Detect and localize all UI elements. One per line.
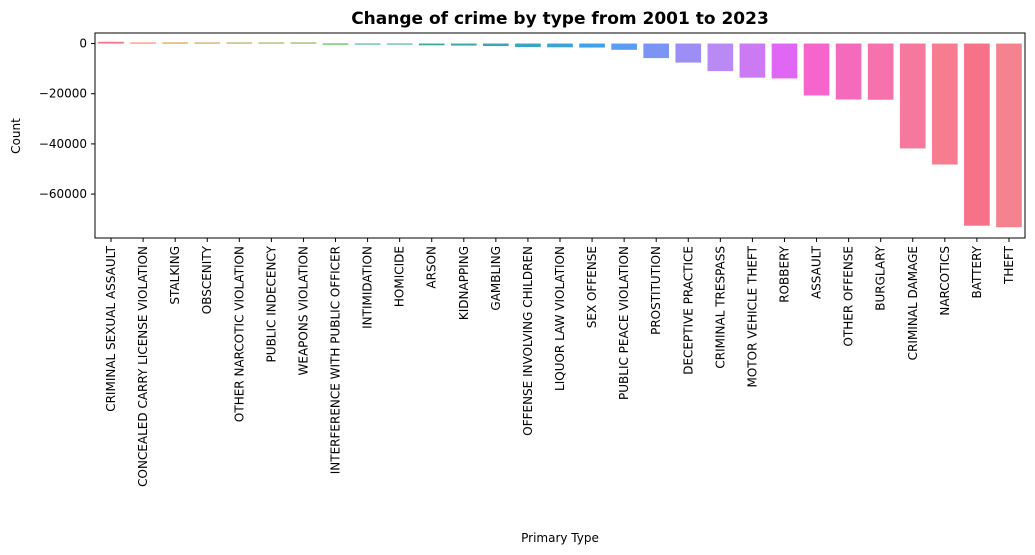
x-tick-label: LIQUOR LAW VIOLATION: [553, 246, 567, 391]
bar-kidnapping: [450, 43, 477, 46]
x-tick-label: WEAPONS VIOLATION: [296, 246, 310, 375]
bar-public-indecency: [258, 42, 285, 44]
x-tick-label: THEFT: [1002, 245, 1016, 285]
x-tick-label: PUBLIC PEACE VIOLATION: [617, 246, 631, 400]
x-tick-label: PROSTITUTION: [649, 246, 663, 335]
y-axis-ticks: 0 −20000 −40000 −60000: [39, 37, 95, 201]
x-tick-label: SEX OFFENSE: [585, 246, 599, 328]
bar-prostitution: [643, 43, 670, 59]
x-tick-label: CRIMINAL TRESPASS: [713, 246, 727, 369]
x-tick-label: BURGLARY: [874, 245, 888, 310]
y-tick-label: 0: [79, 37, 87, 51]
x-tick-label: STALKING: [168, 246, 182, 305]
x-tick-label: CRIMINAL SEXUAL ASSAULT: [104, 245, 118, 411]
x-axis-label: Primary Type: [521, 531, 599, 545]
x-tick-label: DECEPTIVE PRACTICE: [681, 246, 695, 375]
x-tick-label: OBSCENITY: [200, 245, 214, 314]
bar-criminal-damage: [899, 43, 926, 149]
x-tick-label: CRIMINAL DAMAGE: [906, 246, 920, 360]
x-tick-label: BATTERY: [970, 245, 984, 298]
bar-arson: [418, 43, 445, 46]
bar-assault: [803, 43, 830, 96]
x-tick-label: INTERFERENCE WITH PUBLIC OFFICER: [329, 246, 343, 474]
bar-burglary: [867, 43, 894, 100]
bar-offense-involving-children: [515, 43, 541, 48]
bar-sex-offense: [579, 43, 605, 48]
bar-homicide: [386, 43, 413, 45]
x-axis-ticks: CRIMINAL SEXUAL ASSAULT CONCEALED CARRY L…: [104, 238, 1016, 487]
x-tick-label: NARCOTICS: [938, 246, 952, 316]
chart-title: Change of crime by type from 2001 to 202…: [351, 9, 769, 29]
y-tick-label: −60000: [39, 187, 87, 201]
x-tick-label: PUBLIC INDECENCY: [264, 245, 278, 362]
x-tick-label: KIDNAPPING: [457, 246, 471, 320]
x-tick-label: ARSON: [425, 246, 439, 289]
bar-criminal-sexual-assault: [98, 41, 124, 44]
x-tick-label: HOMICIDE: [393, 246, 407, 307]
bar-public-peace-violation: [611, 43, 637, 50]
bar-other-narcotic-violation: [226, 42, 253, 44]
bar-intimidation: [354, 43, 381, 45]
x-tick-label: CONCEALED CARRY LICENSE VIOLATION: [136, 246, 150, 487]
bar-obscenity: [194, 42, 221, 44]
bar-robbery: [771, 43, 798, 79]
y-tick-label: −20000: [39, 87, 87, 101]
plot-frame: [94, 32, 1026, 239]
y-axis-label: Count: [9, 118, 23, 154]
x-tick-label: OTHER OFFENSE: [842, 246, 856, 347]
x-tick-label: ROBBERY: [777, 245, 791, 302]
bar-liquor-law-violation: [547, 43, 573, 48]
bar-gambling: [483, 43, 509, 47]
bar-battery: [964, 43, 990, 226]
bar-stalking: [162, 42, 188, 44]
bar-narcotics: [932, 43, 958, 165]
bar-deceptive-practice: [675, 43, 702, 63]
x-tick-label: OTHER NARCOTIC VIOLATION: [232, 246, 246, 422]
bar-criminal-trespass: [707, 43, 734, 72]
bar-interference-with-public-officer: [322, 43, 349, 45]
x-tick-label: MOTOR VEHICLE THEFT: [745, 245, 759, 387]
y-tick-label: −40000: [39, 137, 87, 151]
bar-weapons-violation: [290, 42, 317, 44]
bar-other-offense: [835, 43, 862, 100]
x-tick-label: GAMBLING: [489, 246, 503, 311]
bar-motor-vehicle-theft: [739, 43, 766, 78]
x-tick-label: OFFENSE INVOLVING CHILDREN: [521, 246, 535, 436]
bar-concealed-carry-license-violation: [130, 42, 156, 44]
x-tick-label: INTIMIDATION: [361, 246, 375, 329]
bar-theft: [996, 43, 1022, 228]
x-tick-label: ASSAULT: [810, 245, 824, 299]
bars-group: [98, 41, 1022, 228]
